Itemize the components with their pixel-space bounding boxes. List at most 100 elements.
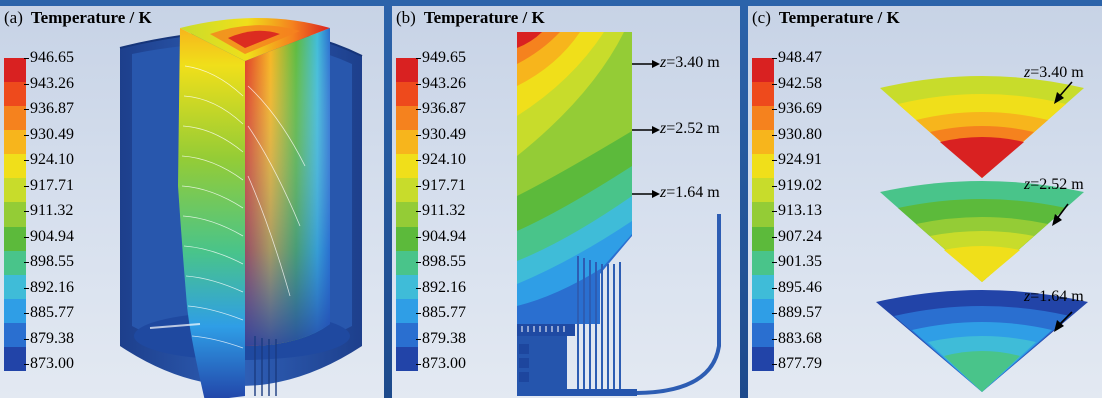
tick-label: 873.00: [24, 355, 74, 372]
tick-label: 943.26: [416, 74, 466, 92]
color-swatch: [752, 274, 774, 299]
color-swatch: [4, 106, 26, 131]
tick-label: 936.87: [24, 100, 74, 117]
color-swatch: [752, 154, 774, 179]
color-swatch: [4, 250, 26, 275]
color-scale-bar: [396, 58, 418, 372]
tick-label: 892.16: [416, 278, 466, 296]
color-swatch: [4, 154, 26, 179]
tick-label: 930.80: [772, 125, 822, 143]
tick-label: 873.00: [416, 355, 466, 372]
tick-label: 949.65: [416, 49, 466, 66]
tick-label: 943.26: [24, 74, 74, 92]
tick-label: 936.87: [416, 100, 466, 117]
panel-letter: (b): [396, 8, 416, 27]
color-swatch: [4, 82, 26, 107]
color-scale-ticks: 949.65 943.26 936.87 930.49 924.10 917.7…: [415, 49, 492, 379]
color-swatch: [4, 298, 26, 323]
tick-label: 924.10: [416, 151, 466, 168]
color-swatch: [396, 58, 418, 83]
panel-letter: (a): [4, 8, 23, 27]
color-swatch: [4, 130, 26, 155]
tick-label: 889.57: [772, 304, 822, 321]
tick-label: 930.49: [416, 125, 466, 143]
nozzle-marks: [521, 326, 565, 332]
tick-label: 892.16: [24, 278, 74, 296]
color-swatch: [396, 106, 418, 131]
color-swatch: [752, 58, 774, 83]
tick-label: 895.46: [772, 278, 822, 296]
color-swatch: [4, 346, 26, 372]
streamlines: [181, 65, 306, 349]
height-label: z=1.64 m: [1024, 288, 1084, 305]
tick-label: 885.77: [416, 304, 466, 321]
color-swatch: [752, 298, 774, 323]
panel-a-title: (a) Temperature / K: [4, 8, 152, 28]
panel-heading: Temperature / K: [30, 8, 152, 27]
distributor-tubes: [254, 336, 277, 396]
tick-label: 883.68: [772, 329, 822, 347]
panel-c: (c) Temperature / K 948.47 942.58 936.69 …: [748, 6, 1102, 398]
tick-label: 898.55: [24, 253, 74, 270]
color-scale-ticks: 948.47 942.58 936.69 930.80 924.91 919.0…: [772, 49, 848, 379]
panel-b-title: (b) Temperature / K: [396, 8, 545, 28]
color-swatch: [752, 346, 774, 372]
tick-label: 885.77: [24, 304, 74, 321]
color-swatch: [4, 58, 26, 83]
radial-slices: [876, 76, 1088, 392]
level-arrows: [632, 63, 652, 195]
tick-label: 907.24: [772, 227, 822, 245]
slice-z252: [880, 181, 1084, 282]
slice-z164: [876, 290, 1088, 392]
tick-label: 942.58: [772, 74, 822, 92]
height-label: z=3.40 m: [1024, 64, 1084, 81]
color-swatch: [396, 226, 418, 251]
color-swatch: [4, 322, 26, 347]
panel-c-title: (c) Temperature / K: [752, 8, 900, 28]
panel-heading: Temperature / K: [778, 8, 900, 27]
color-swatch: [396, 154, 418, 179]
color-swatch: [4, 178, 26, 203]
color-swatch: [396, 178, 418, 203]
tick-label: 911.32: [23, 202, 74, 219]
reactor-3d-cutaway: [119, 18, 363, 398]
color-swatch: [396, 298, 418, 323]
color-swatch: [396, 202, 418, 227]
panel-heading: Temperature / K: [423, 8, 545, 27]
color-swatch: [752, 250, 774, 275]
tick-label: 917.71: [24, 176, 74, 194]
color-swatch: [396, 82, 418, 107]
height-label: z=2.52 m: [660, 120, 720, 137]
tick-label: 911.32: [415, 202, 466, 219]
tick-label: 917.71: [416, 176, 466, 194]
color-scale-ticks: 946.65 943.26 936.87 930.49 924.10 917.7…: [23, 49, 100, 379]
height-label: z=2.52 m: [1024, 176, 1084, 193]
tick-label: 898.55: [416, 253, 466, 270]
tick-label: 904.94: [416, 227, 466, 245]
panel-letter: (c): [752, 8, 771, 27]
color-swatch: [752, 178, 774, 203]
riser-tubes: [577, 256, 621, 391]
color-swatch: [752, 202, 774, 227]
height-label: z=1.64 m: [660, 184, 720, 201]
tick-label: 879.38: [416, 329, 466, 347]
panel-b: (b) Temperature / K 949.65 943.26 936.87 …: [392, 6, 740, 398]
tick-label: 948.47: [772, 49, 822, 66]
color-swatch: [752, 106, 774, 131]
inlet-blocks: [519, 344, 529, 382]
temperature-contours: [517, 32, 632, 324]
tick-label: 877.79: [772, 355, 822, 372]
color-swatch: [396, 130, 418, 155]
tick-label: 936.69: [772, 100, 822, 117]
color-swatch: [396, 346, 418, 372]
color-swatch: [752, 82, 774, 107]
color-swatch: [396, 250, 418, 275]
tick-label: 919.02: [772, 176, 822, 194]
slice-z340: [880, 76, 1084, 178]
tick-label: 904.94: [24, 227, 74, 245]
color-swatch: [752, 130, 774, 155]
color-swatch: [4, 226, 26, 251]
tick-label: 946.65: [24, 49, 74, 66]
height-label: z=3.40 m: [660, 54, 720, 71]
